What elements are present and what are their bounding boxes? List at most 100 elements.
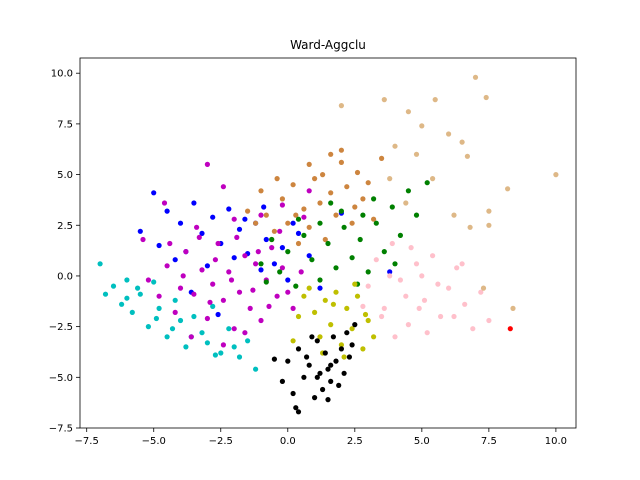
data-point [135, 285, 141, 291]
data-point [387, 176, 393, 182]
data-point [344, 184, 350, 190]
data-point [365, 283, 371, 289]
data-point [253, 220, 259, 226]
data-point [360, 303, 366, 309]
data-point [261, 204, 267, 210]
data-point [341, 370, 347, 376]
data-point [392, 334, 398, 340]
data-point [421, 297, 428, 303]
data-point [322, 236, 328, 243]
data-point [430, 253, 436, 259]
data-point [285, 277, 291, 283]
data-point [371, 216, 377, 222]
data-point [279, 265, 285, 271]
data-point [290, 305, 296, 311]
data-point [129, 309, 135, 315]
x-tick-label: 0.0 [280, 436, 296, 447]
data-point [306, 285, 312, 291]
data-point [295, 216, 302, 222]
data-point [435, 281, 441, 287]
data-point [312, 176, 318, 182]
data-point [172, 297, 178, 303]
data-point [231, 326, 237, 332]
data-point [119, 301, 125, 307]
data-point [156, 242, 162, 249]
data-point [387, 269, 393, 275]
x-tick-label: −2.5 [209, 436, 233, 447]
data-point [309, 257, 315, 263]
data-point [446, 131, 452, 137]
data-point [242, 253, 248, 259]
data-point [285, 220, 291, 226]
data-point [191, 200, 197, 206]
data-point [314, 338, 320, 344]
data-point [389, 240, 395, 247]
data-point [306, 362, 312, 368]
data-point [194, 224, 200, 230]
data-point [236, 354, 243, 360]
data-point [212, 352, 218, 358]
data-point [164, 263, 170, 269]
data-point [215, 311, 221, 318]
data-point [328, 362, 334, 368]
data-point [352, 281, 358, 287]
data-point [279, 245, 285, 251]
data-point [320, 386, 326, 393]
data-point [387, 273, 393, 279]
data-point [360, 346, 366, 352]
axes-frame [79, 57, 577, 429]
data-point [317, 220, 323, 226]
data-point [242, 330, 248, 336]
data-point [333, 289, 339, 295]
data-point [164, 208, 170, 214]
data-point [424, 330, 430, 336]
data-point [483, 94, 489, 101]
data-point [180, 273, 186, 279]
x-tick-label: −5.0 [142, 436, 166, 447]
data-point [177, 220, 184, 226]
data-point [306, 253, 312, 259]
data-point [301, 214, 307, 220]
data-point [102, 291, 109, 297]
data-point [507, 326, 513, 332]
data-point [317, 200, 323, 206]
data-point [156, 293, 162, 299]
data-point [228, 277, 235, 283]
data-point [438, 313, 444, 320]
data-point [405, 188, 411, 194]
data-point [320, 172, 326, 178]
data-point [317, 277, 323, 283]
data-point [397, 232, 403, 238]
x-axis: −7.5 −5.0 −2.5 0.0 2.5 5.0 7.5 10.0 [75, 428, 567, 447]
data-point [322, 297, 328, 303]
data-point [304, 354, 310, 360]
y-tick-label: −2.5 [49, 322, 73, 333]
data-point [295, 230, 302, 236]
data-point [451, 212, 457, 218]
data-point [371, 334, 377, 340]
data-point [344, 305, 350, 311]
x-tick-label: −7.5 [75, 436, 99, 447]
data-point [349, 342, 355, 348]
data-point [338, 342, 344, 348]
data-point [279, 196, 285, 202]
x-tick-label: 2.5 [347, 436, 363, 447]
data-point [330, 301, 336, 307]
data-point [290, 182, 296, 188]
data-point [360, 196, 366, 202]
data-point [196, 234, 202, 240]
data-point [306, 161, 312, 167]
data-point [124, 277, 130, 283]
data-point [480, 285, 487, 291]
data-point [338, 147, 344, 153]
data-point [430, 176, 436, 182]
data-point [344, 330, 350, 336]
data-point [204, 161, 210, 167]
data-point [486, 208, 492, 214]
data-point [245, 208, 251, 214]
data-point [362, 311, 369, 318]
data-point [258, 261, 264, 267]
data-point [212, 257, 218, 263]
data-point [242, 216, 248, 222]
data-point [269, 245, 275, 251]
